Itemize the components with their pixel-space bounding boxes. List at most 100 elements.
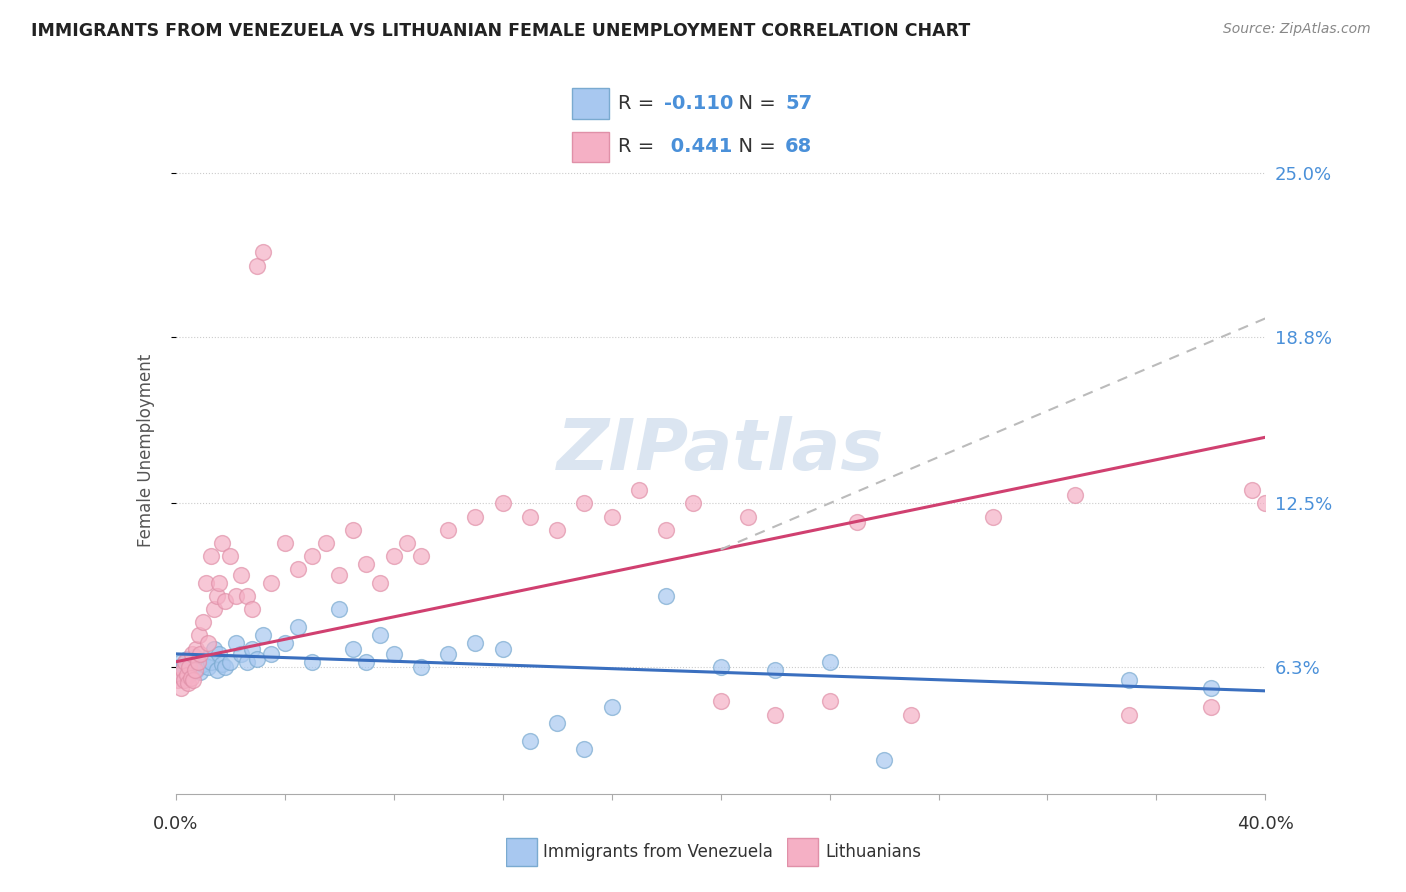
Point [174,663,197,677]
Point [184,663,207,677]
Point [202,641,225,656]
Point [409,660,432,674]
Point [260,575,283,590]
Point [437,523,460,537]
Point [356,557,378,571]
Point [197,660,219,674]
Point [818,655,841,669]
Point [169,668,191,682]
Point [492,641,515,656]
Point [287,562,309,576]
Point [710,694,733,708]
Point [328,567,350,582]
Point [519,509,541,524]
Text: 40.0%: 40.0% [1237,815,1294,833]
Point [246,652,269,666]
Bar [787,838,818,866]
Point [172,663,194,677]
Point [180,655,202,669]
Point [492,496,515,510]
Point [194,575,217,590]
Text: Source: ZipAtlas.com: Source: ZipAtlas.com [1223,22,1371,37]
Point [187,660,209,674]
Point [574,496,596,510]
Point [183,657,205,672]
Point [208,647,231,661]
Point [287,620,309,634]
Point [169,665,191,680]
Point [1118,707,1140,722]
Point [546,523,568,537]
Point [184,649,207,664]
Point [818,694,841,708]
Point [845,515,868,529]
Point [194,652,217,666]
Point [197,636,219,650]
Text: IMMIGRANTS FROM VENEZUELA VS LITHUANIAN FEMALE UNEMPLOYMENT CORRELATION CHART: IMMIGRANTS FROM VENEZUELA VS LITHUANIAN … [31,22,970,40]
Point [211,536,233,550]
Point [301,655,323,669]
Text: 68: 68 [785,136,813,156]
Point [219,655,242,669]
Point [763,707,786,722]
Point [328,602,350,616]
Point [181,665,204,680]
Point [173,657,195,672]
Point [186,641,208,656]
Point [1240,483,1263,497]
Point [546,715,568,730]
Point [214,594,236,608]
Point [240,602,263,616]
Point [574,742,596,756]
Point [368,575,391,590]
Point [301,549,323,563]
Text: ZIPatlas: ZIPatlas [557,416,884,485]
Bar [572,88,609,119]
Point [231,647,253,661]
Bar [506,838,537,866]
Point [1281,509,1303,524]
Point [682,496,704,510]
Point [219,549,242,563]
Text: -0.110: -0.110 [665,94,734,113]
Point [382,647,405,661]
Point [176,668,198,682]
Text: Lithuanians: Lithuanians [825,843,921,861]
Point [186,655,209,669]
Point [1063,488,1085,502]
Point [225,589,247,603]
Point [1118,673,1140,688]
Point [176,652,198,666]
Point [356,655,378,669]
Point [225,636,247,650]
Point [382,549,405,563]
Point [519,734,541,748]
Point [252,628,274,642]
Point [274,636,297,650]
Point [191,657,214,672]
Point [368,628,391,642]
Point [252,245,274,260]
Point [170,655,193,669]
Point [235,655,257,669]
Point [1254,496,1277,510]
Point [342,641,364,656]
Point [183,673,205,688]
Point [208,575,231,590]
Point [214,660,236,674]
Point [167,660,190,674]
Text: R =: R = [619,94,661,113]
Point [174,655,197,669]
Point [181,647,204,661]
Point [188,665,211,680]
Point [173,673,195,688]
Point [205,663,228,677]
Text: 0.441: 0.441 [665,136,733,156]
Point [231,567,253,582]
Point [167,673,190,688]
Point [655,589,678,603]
Point [186,655,209,669]
Text: R =: R = [619,136,661,156]
Point [737,509,759,524]
Point [200,549,222,563]
